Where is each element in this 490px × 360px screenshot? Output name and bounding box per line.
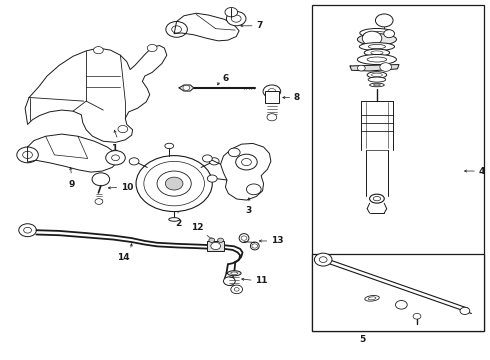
Circle shape [315,253,332,266]
Circle shape [157,171,191,196]
Circle shape [236,154,257,170]
Circle shape [144,161,204,206]
Circle shape [223,277,235,285]
Circle shape [24,227,31,233]
Circle shape [202,155,212,162]
Circle shape [231,285,243,294]
Ellipse shape [369,194,384,203]
Ellipse shape [371,51,383,54]
Circle shape [246,184,261,195]
Ellipse shape [360,28,394,37]
Bar [265,91,279,103]
Ellipse shape [250,242,259,250]
Ellipse shape [368,297,376,300]
Circle shape [218,238,223,242]
Circle shape [19,224,36,237]
Circle shape [207,175,217,182]
Ellipse shape [364,49,390,56]
Circle shape [413,314,421,319]
Ellipse shape [357,54,396,64]
Circle shape [92,173,110,186]
Circle shape [94,46,103,54]
Ellipse shape [165,143,173,149]
Circle shape [380,63,392,71]
Text: 5: 5 [359,335,366,344]
Polygon shape [350,64,399,71]
Circle shape [460,307,470,315]
Ellipse shape [357,34,396,45]
Circle shape [211,242,220,249]
Circle shape [209,158,219,165]
Circle shape [136,156,212,212]
Ellipse shape [227,271,241,276]
Circle shape [357,65,365,71]
Ellipse shape [359,42,394,50]
Circle shape [166,22,187,37]
Ellipse shape [365,296,379,301]
Circle shape [234,288,239,291]
Text: 12: 12 [191,222,203,231]
Bar [313,253,485,330]
Circle shape [118,126,128,133]
Ellipse shape [368,77,386,82]
Circle shape [319,257,327,262]
Text: 4: 4 [479,167,485,176]
Ellipse shape [368,44,386,49]
Circle shape [165,177,183,190]
Text: 8: 8 [294,93,300,102]
Circle shape [17,147,38,163]
Polygon shape [179,85,194,91]
Circle shape [106,150,125,165]
Bar [207,241,224,251]
Text: 9: 9 [69,180,75,189]
Text: 3: 3 [246,206,252,215]
Ellipse shape [362,31,382,45]
Ellipse shape [231,272,238,274]
Ellipse shape [239,234,249,243]
Text: 10: 10 [122,183,134,192]
Circle shape [395,301,407,309]
Circle shape [252,244,258,248]
Text: 7: 7 [256,21,263,30]
Circle shape [263,85,281,98]
Circle shape [268,89,276,94]
Circle shape [228,148,240,157]
Circle shape [95,199,103,204]
Circle shape [23,151,32,158]
Text: 2: 2 [175,219,181,228]
Ellipse shape [169,218,179,221]
Circle shape [267,114,277,121]
Ellipse shape [364,32,391,38]
Ellipse shape [371,73,382,77]
Ellipse shape [384,30,394,38]
Text: 11: 11 [255,276,268,285]
Text: 13: 13 [271,237,283,246]
Circle shape [225,8,238,17]
Ellipse shape [373,197,381,201]
Ellipse shape [373,84,380,86]
Circle shape [242,158,251,166]
Circle shape [226,12,246,26]
Text: 1: 1 [111,144,117,153]
Ellipse shape [367,57,387,62]
Circle shape [241,236,247,240]
Circle shape [147,44,157,51]
Text: 14: 14 [118,253,130,262]
Ellipse shape [367,72,387,78]
Circle shape [375,14,393,27]
Circle shape [209,238,215,242]
Ellipse shape [369,83,384,87]
Circle shape [183,85,190,90]
Circle shape [129,158,139,165]
Bar [313,5,485,330]
Circle shape [172,26,181,33]
Circle shape [231,15,241,22]
Text: 6: 6 [222,75,228,84]
Circle shape [112,155,120,161]
